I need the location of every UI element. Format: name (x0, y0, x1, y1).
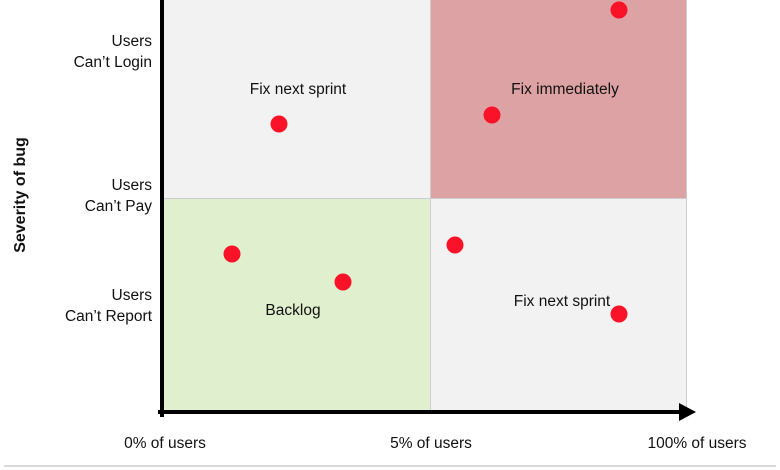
quadrant-top-right (430, 0, 687, 199)
data-point (270, 115, 288, 133)
x-axis-arrowhead-icon (679, 403, 696, 421)
quadrant-label-fix-next-sprint-top: Fix next sprint (249, 81, 347, 98)
y-axis-title: Severity of bug (12, 137, 29, 253)
y-tick-users-cant-login: Users Can’t Login (73, 33, 152, 71)
y-tick-users-cant-report: Users Can’t Report (64, 287, 152, 325)
data-point (223, 245, 241, 263)
data-point (483, 106, 501, 124)
quadrant-bottom-left (162, 198, 431, 412)
quadrant-label-backlog: Backlog (265, 302, 321, 319)
data-point (446, 236, 464, 254)
bottom-divider (4, 465, 776, 467)
data-point (610, 305, 628, 323)
y-axis-line (160, 0, 164, 417)
quadrant-bottom-right (430, 198, 687, 412)
data-point (610, 1, 628, 19)
x-tick-100-percent: 100% of users (647, 435, 747, 452)
x-tick-0-percent: 0% of users (124, 435, 206, 452)
quadrant-top-left (162, 0, 431, 199)
quadrant-label-fix-next-sprint-bottom: Fix next sprint (513, 293, 611, 310)
x-tick-5-percent: 5% of users (390, 435, 472, 452)
quadrant-label-fix-immediately: Fix immediately (511, 81, 619, 98)
y-tick-users-cant-pay: Users Can’t Pay (84, 177, 152, 215)
data-point (334, 273, 352, 291)
x-axis-line (158, 410, 680, 414)
